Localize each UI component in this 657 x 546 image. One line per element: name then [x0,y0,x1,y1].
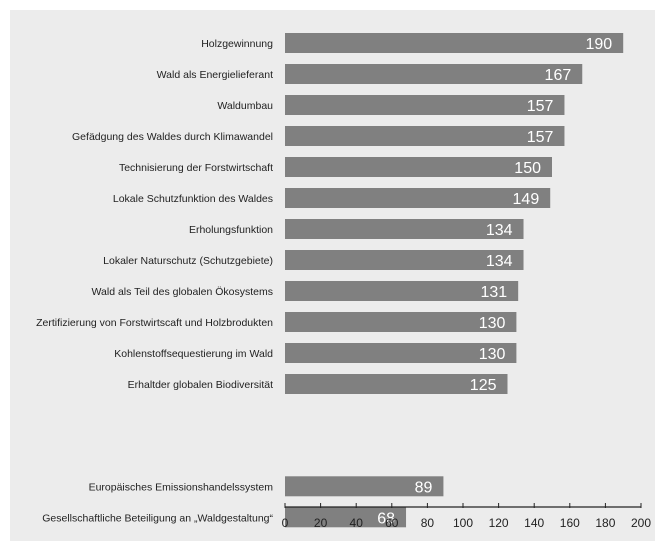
category-label: Gesellschaftliche Beteiligung an „Waldge… [42,512,273,524]
category-label: Kohlenstoffsequestierung im Wald [114,348,273,360]
bar-value-label: 167 [545,67,572,84]
x-tick-label: 0 [282,516,289,530]
category-label: Wald als Energielieferant [157,69,273,81]
x-axis: 0 20 40 60 80 100 120 140 160 180 200 [282,503,651,530]
bar [285,250,524,270]
x-tick-label: 100 [453,516,473,530]
bar-value-label: 157 [527,129,554,146]
chart-panel: Holzgewinnung 190 Wald als Energielieferan… [10,10,655,541]
bar [285,95,565,115]
bar [285,281,519,301]
x-tick-label: 80 [421,516,435,530]
bar-chart: Holzgewinnung 190 Wald als Energielieferan… [36,33,651,530]
category-label: Waldumbau [217,100,273,112]
category-label: Erhaltder globalen Biodiversität [128,379,273,391]
bar-value-label: 89 [415,479,433,496]
x-tick-label: 180 [595,516,615,530]
x-tick-label: 40 [350,516,364,530]
bar-value-label: 134 [486,253,513,270]
bar-value-label: 149 [513,191,540,208]
bar [285,507,407,528]
category-label: Europäisches Emissionshandelssystem [89,481,274,493]
category-label: Erholungsfunktion [189,224,273,236]
bar-value-label: 130 [479,315,506,332]
bar-value-label: 68 [377,510,395,527]
x-tick-label: 60 [385,516,399,530]
bars-layer: Holzgewinnung 190 Wald als Energielieferan… [36,33,624,528]
x-tick-label: 20 [314,516,328,530]
category-label: Technisierung der Forstwirtschaft [119,162,273,174]
bar-value-label: 157 [527,98,554,115]
bar [285,343,517,363]
bar [285,219,524,239]
bar [285,64,583,84]
category-label: Zertifizierung von Forstwirtscaft und Ho… [36,317,273,329]
bar [285,157,552,177]
bar-value-label: 150 [514,160,541,177]
x-tick-label: 120 [489,516,509,530]
category-label: Wald als Teil des globalen Ökosystems [92,286,274,298]
bar-value-label: 190 [585,36,612,53]
x-tick-label: 200 [631,516,651,530]
bar [285,188,551,208]
bar [285,374,508,394]
bar-value-label: 130 [479,346,506,363]
category-label: Gefädgung des Waldes durch Klimawandel [72,131,273,143]
bar [285,312,517,332]
x-tick-label: 160 [560,516,580,530]
category-label: Holzgewinnung [201,38,273,50]
bar [285,126,565,146]
bar-value-label: 125 [470,377,497,394]
x-tick-label: 140 [524,516,544,530]
category-label: Lokale Schutzfunktion des Waldes [113,193,273,205]
bar [285,33,624,53]
bar [285,476,444,497]
bar-value-label: 134 [486,222,513,239]
bar-value-label: 131 [480,284,507,301]
category-label: Lokaler Naturschutz (Schutzgebiete) [103,255,273,267]
